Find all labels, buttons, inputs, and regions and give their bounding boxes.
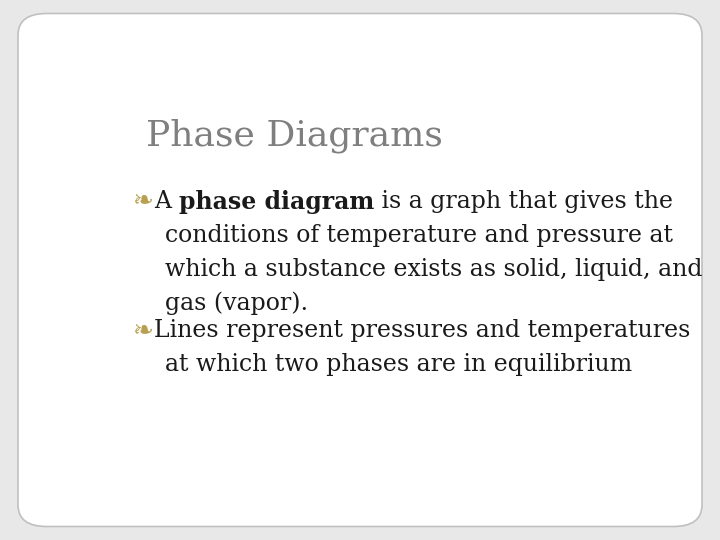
Text: ❧: ❧ bbox=[132, 319, 153, 343]
Text: conditions of temperature and pressure at: conditions of temperature and pressure a… bbox=[166, 224, 673, 247]
Text: A: A bbox=[154, 190, 179, 213]
Text: at which two phases are in equilibrium: at which two phases are in equilibrium bbox=[166, 353, 632, 376]
Text: gas (vapor).: gas (vapor). bbox=[166, 292, 308, 315]
Text: phase diagram: phase diagram bbox=[179, 190, 374, 213]
Text: Phase Diagrams: Phase Diagrams bbox=[145, 119, 443, 153]
Text: which a substance exists as solid, liquid, and: which a substance exists as solid, liqui… bbox=[166, 258, 703, 281]
Text: is a graph that gives the: is a graph that gives the bbox=[374, 190, 673, 213]
Text: Lines represent pressures and temperatures: Lines represent pressures and temperatur… bbox=[154, 319, 690, 342]
Text: ❧: ❧ bbox=[132, 190, 153, 213]
